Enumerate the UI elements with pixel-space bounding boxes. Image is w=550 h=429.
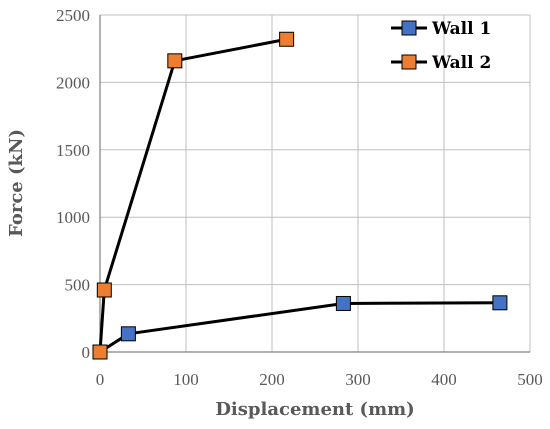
- y-tick-label-5: 2500: [56, 6, 90, 25]
- y-tick-label-0: 0: [82, 343, 91, 362]
- series-1-point-3: [492, 295, 508, 311]
- grid-lines: [99, 14, 531, 353]
- series-2-point-1: [96, 282, 112, 298]
- x-axis-title: Displacement (mm): [215, 399, 414, 420]
- y-tick-label-3: 1500: [56, 141, 90, 160]
- legend-marker-1: [401, 20, 417, 36]
- series-layer: [92, 31, 508, 360]
- y-tick-labels: 0 500 1000 1500 2000 2500: [56, 6, 90, 362]
- legend: Wall 1 Wall 2: [391, 19, 491, 73]
- series-1-point-2: [335, 295, 351, 311]
- legend-label-2: Wall 2: [431, 53, 491, 73]
- series-2-point-2: [167, 53, 183, 69]
- series-2-point-0: [92, 344, 108, 360]
- series-1-point-1: [120, 326, 136, 342]
- series-2: [92, 31, 295, 360]
- x-tick-label-4: 400: [431, 370, 457, 389]
- y-tick-label-1: 500: [65, 276, 91, 295]
- series-1-line: [99, 301, 500, 354]
- x-tick-label-3: 300: [345, 370, 371, 389]
- x-tick-label-2: 200: [259, 370, 285, 389]
- x-tick-label-5: 500: [517, 370, 543, 389]
- legend-marker-2: [401, 54, 417, 70]
- series-2-point-3: [279, 31, 295, 47]
- x-tick-label-1: 100: [173, 370, 199, 389]
- x-tick-label-0: 0: [96, 370, 105, 389]
- x-tick-labels: 0 100 200 300 400 500: [96, 370, 543, 389]
- y-tick-label-2: 1000: [56, 208, 90, 227]
- legend-label-1: Wall 1: [431, 19, 491, 39]
- y-axis-title: Force (kN): [6, 129, 27, 237]
- series-2-line: [98, 37, 287, 353]
- y-tick-label-4: 2000: [56, 73, 90, 92]
